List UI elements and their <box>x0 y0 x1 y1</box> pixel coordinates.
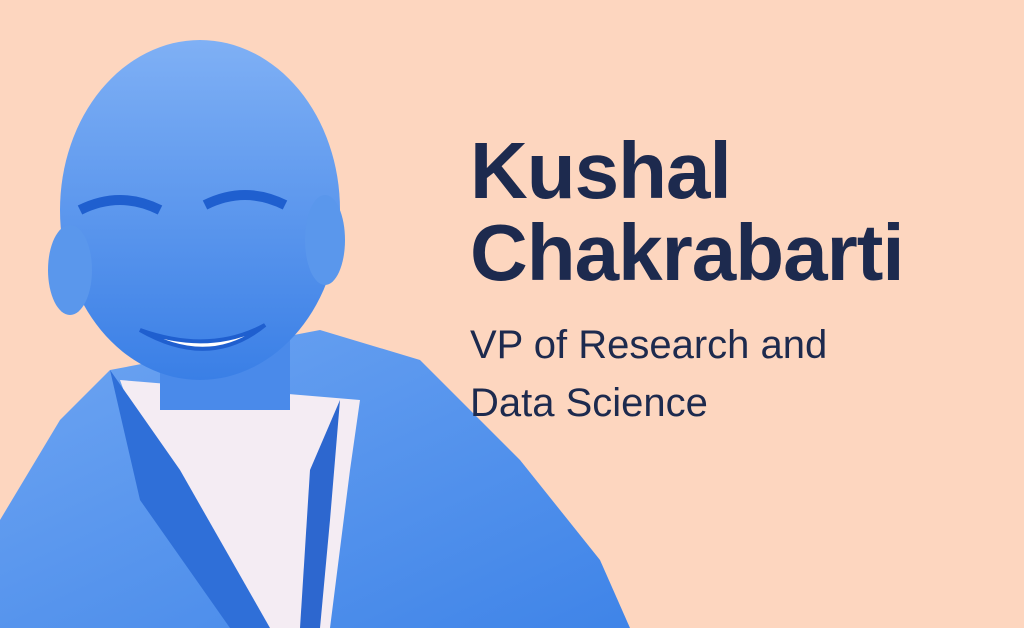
role-line: VP of Research and <box>470 323 828 367</box>
name-line: Kushal <box>470 126 732 215</box>
profile-text: Kushal Chakrabarti VP of Research and Da… <box>470 126 905 432</box>
name-line: Chakrabarti <box>470 208 905 297</box>
name: Kushal Chakrabarti <box>470 126 905 297</box>
role: VP of Research and Data Science <box>470 316 904 432</box>
portrait <box>0 40 630 628</box>
role-line: Data Science <box>470 381 708 425</box>
